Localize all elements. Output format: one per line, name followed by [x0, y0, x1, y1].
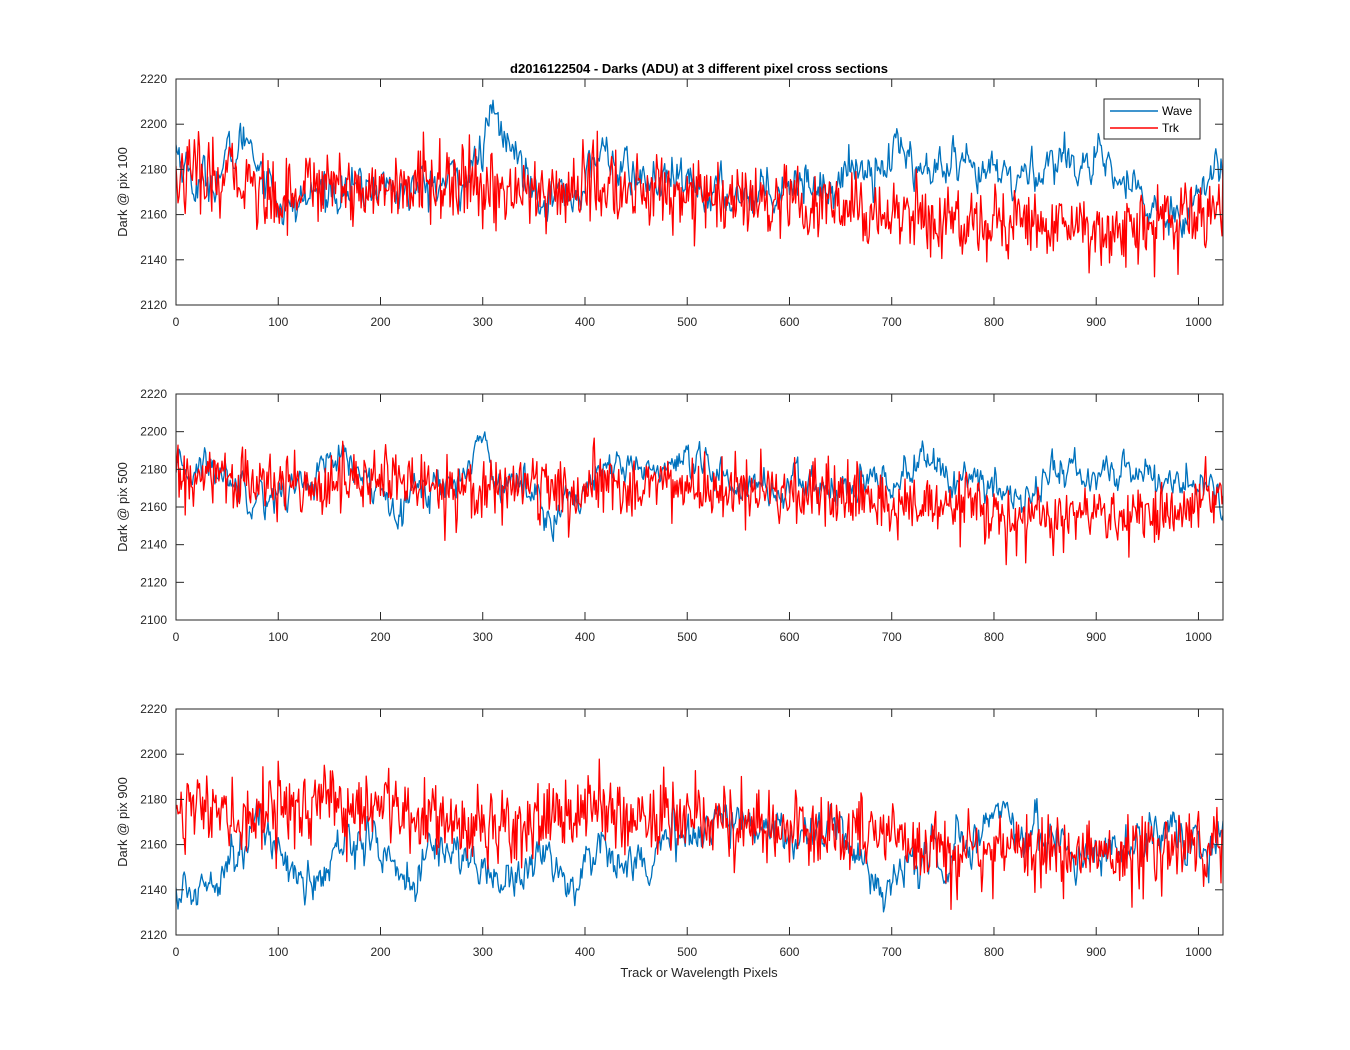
y-tick-label-2120-pix-500: 2120 — [140, 575, 167, 589]
series-group-pix-500 — [176, 431, 1223, 566]
x-tick-label-700-pix-100: 700 — [882, 315, 902, 329]
x-tick-label-400-pix-500: 400 — [575, 630, 595, 644]
y-axis-label-pix-900: Dark @ pix 900 — [115, 777, 130, 867]
plot-area-pix-500: 0 100 200 300 400 500 600 700 800 900 1000 2100 2120… — [140, 387, 1224, 644]
legend-box — [1103, 98, 1201, 140]
series-line-series-1-pix-900 — [176, 758, 1223, 911]
y-tick-label-2180-pix-500: 2180 — [140, 462, 167, 476]
y-tick-label-2220-pix-500: 2220 — [140, 387, 167, 401]
y-tick-label-2160-pix-100: 2160 — [140, 208, 167, 222]
y-tick-label-2180-pix-900: 2180 — [140, 792, 167, 806]
x-tick-label-900-pix-500: 900 — [1086, 630, 1106, 644]
y-tick-label-2200-pix-100: 2200 — [140, 117, 167, 131]
x-tick-label-100-pix-900: 100 — [268, 945, 288, 959]
y-tick-label-2200-pix-900: 2200 — [140, 747, 167, 761]
x-tick-label-700-pix-500: 700 — [882, 630, 902, 644]
subplot-pix-500: 0 100 200 300 400 500 600 700 800 900 1000 2100 2120… — [115, 387, 1224, 644]
y-tick-label-2200-pix-500: 2200 — [140, 425, 167, 439]
x-tick-label-1000-pix-100: 1000 — [1185, 315, 1212, 329]
x-tick-label-500-pix-100: 500 — [677, 315, 697, 329]
y-tick-label-2120-pix-100: 2120 — [140, 298, 167, 312]
x-tick-label-800-pix-900: 800 — [984, 945, 1004, 959]
x-tick-label-300-pix-100: 300 — [473, 315, 493, 329]
x-tick-label-900-pix-100: 900 — [1086, 315, 1106, 329]
x-axis-label: Track or Wavelength Pixels — [620, 965, 778, 980]
x-tick-label-200-pix-500: 200 — [370, 630, 390, 644]
y-tick-label-2180-pix-100: 2180 — [140, 162, 167, 176]
y-tick-label-2140-pix-500: 2140 — [140, 538, 167, 552]
subplot-pix-900: 0 100 200 300 400 500 600 700 800 900 1000 2120 2140… — [115, 702, 1224, 980]
axes-box-pix-900 — [175, 708, 1224, 936]
x-tick-label-400-pix-100: 400 — [575, 315, 595, 329]
series-line-series-0-pix-500 — [176, 431, 1223, 542]
x-tick-label-400-pix-900: 400 — [575, 945, 595, 959]
y-tick-label-2100-pix-500: 2100 — [140, 613, 167, 627]
x-tick-label-0-pix-100: 0 — [173, 315, 180, 329]
x-tick-label-700-pix-900: 700 — [882, 945, 902, 959]
y-axis-label-pix-100: Dark @ pix 100 — [115, 147, 130, 237]
axes-box-pix-100 — [175, 78, 1224, 306]
x-tick-label-200-pix-900: 200 — [370, 945, 390, 959]
x-tick-label-600-pix-500: 600 — [779, 630, 799, 644]
x-tick-label-800-pix-500: 800 — [984, 630, 1004, 644]
series-group-pix-100 — [176, 99, 1223, 278]
axes-background-pix-900 — [176, 709, 1223, 935]
y-tick-label-2160-pix-500: 2160 — [140, 500, 167, 514]
x-tick-label-1000-pix-900: 1000 — [1185, 945, 1212, 959]
x-tick-label-600-pix-100: 600 — [779, 315, 799, 329]
subplot-pix-100: d2016122504 - Darks (ADU) at 3 different… — [115, 61, 1224, 329]
y-tick-label-2140-pix-900: 2140 — [140, 883, 167, 897]
x-tick-label-600-pix-900: 600 — [779, 945, 799, 959]
y-tick-label-2140-pix-100: 2140 — [140, 253, 167, 267]
x-tick-label-0-pix-500: 0 — [173, 630, 180, 644]
plot-area-pix-900: 0 100 200 300 400 500 600 700 800 900 1000 2120 2140… — [140, 702, 1224, 959]
x-tick-label-300-pix-500: 300 — [473, 630, 493, 644]
legend: Wave Trk — [1103, 98, 1201, 140]
x-tick-label-100-pix-100: 100 — [268, 315, 288, 329]
chart-title: d2016122504 - Darks (ADU) at 3 different… — [510, 61, 888, 76]
x-tick-label-500-pix-500: 500 — [677, 630, 697, 644]
x-tick-label-200-pix-100: 200 — [370, 315, 390, 329]
plot-area-pix-100: 0 100 200 300 400 500 600 700 800 900 1000 2120 2140… — [140, 72, 1224, 329]
y-tick-label-2220-pix-100: 2220 — [140, 72, 167, 86]
x-tick-label-1000-pix-500: 1000 — [1185, 630, 1212, 644]
y-tick-label-2120-pix-900: 2120 — [140, 928, 167, 942]
y-tick-label-2220-pix-900: 2220 — [140, 702, 167, 716]
x-tick-label-300-pix-900: 300 — [473, 945, 493, 959]
x-tick-label-900-pix-900: 900 — [1086, 945, 1106, 959]
x-tick-label-100-pix-500: 100 — [268, 630, 288, 644]
legend-label-wave: Wave — [1162, 104, 1193, 118]
x-tick-label-500-pix-900: 500 — [677, 945, 697, 959]
y-axis-label-pix-500: Dark @ pix 500 — [115, 462, 130, 552]
series-line-trk-pix-100 — [176, 130, 1223, 278]
series-line-series-1-pix-500 — [176, 437, 1223, 566]
x-tick-label-800-pix-100: 800 — [984, 315, 1004, 329]
y-tick-label-2160-pix-900: 2160 — [140, 838, 167, 852]
series-group-pix-900 — [176, 758, 1223, 913]
x-tick-label-0-pix-900: 0 — [173, 945, 180, 959]
legend-label-trk: Trk — [1162, 121, 1180, 135]
